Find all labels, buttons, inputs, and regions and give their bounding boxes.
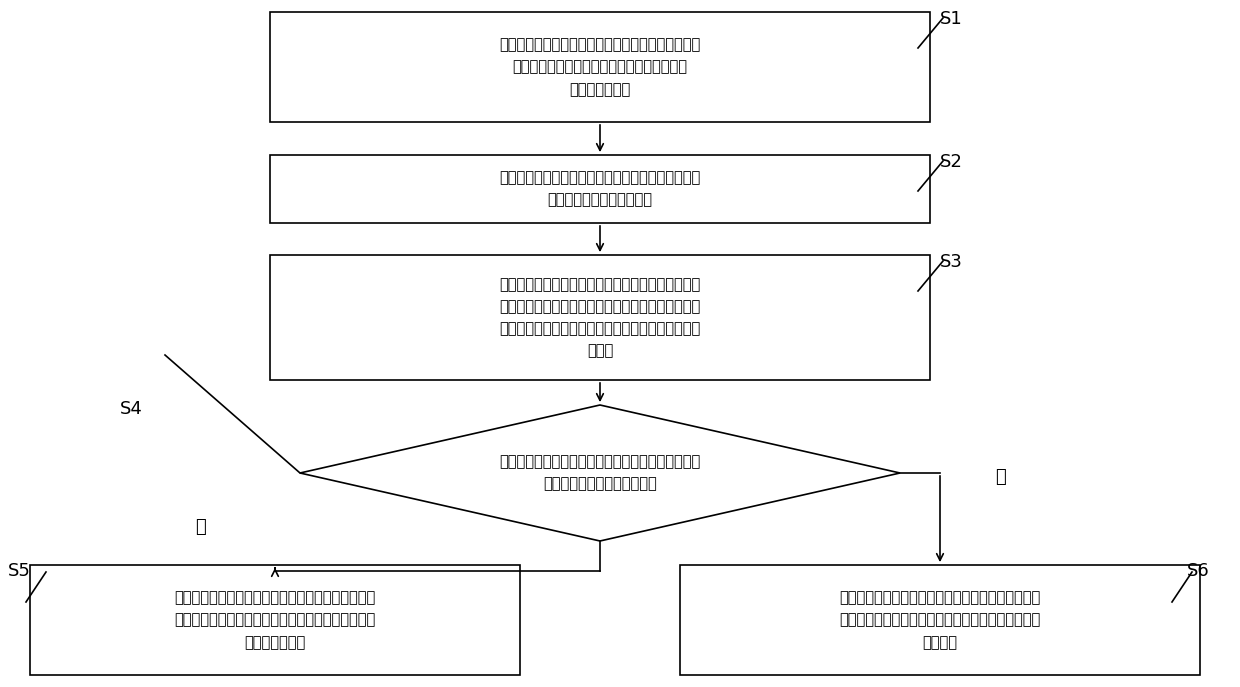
FancyBboxPatch shape bbox=[270, 155, 930, 223]
Text: S3: S3 bbox=[940, 253, 963, 271]
FancyBboxPatch shape bbox=[270, 255, 930, 380]
Text: 在站点上客结束后确定公交车的当前载客率，并判断
当前载客率是否大于设定阈值: 在站点上客结束后确定公交车的当前载客率，并判断 当前载客率是否大于设定阈值 bbox=[500, 454, 701, 492]
FancyBboxPatch shape bbox=[270, 12, 930, 122]
Text: 采用考虑乘客舒适度的轨迹优化策略并结合确定的车
速引导策略建立轨迹优化模型，并求解模型得到各子
区间的优化轨迹: 采用考虑乘客舒适度的轨迹优化策略并结合确定的车 速引导策略建立轨迹优化模型，并求… bbox=[175, 590, 376, 650]
Text: S6: S6 bbox=[1187, 562, 1210, 580]
Text: S4: S4 bbox=[120, 400, 143, 418]
FancyBboxPatch shape bbox=[30, 565, 520, 675]
Text: 基于公交特征信息和交叉口信息计算车辆达到下一交
叉口的时间区间，根据车辆达到下一交叉口的时间区
间与该交叉口红灯对应的时间区间的关系确定车速引
导策略: 基于公交特征信息和交叉口信息计算车辆达到下一交 叉口的时间区间，根据车辆达到下一… bbox=[500, 277, 701, 359]
FancyBboxPatch shape bbox=[680, 565, 1200, 675]
Text: 获取待优化公交特征信息，包括公交运行线路、站点
信息、车辆在当前时刻的实时位置、实时速度
及运营车辆信息: 获取待优化公交特征信息，包括公交运行线路、站点 信息、车辆在当前时刻的实时位置、… bbox=[500, 37, 701, 97]
Polygon shape bbox=[300, 405, 900, 541]
Text: 是: 是 bbox=[195, 518, 206, 536]
Text: S1: S1 bbox=[940, 10, 962, 28]
Text: 否: 否 bbox=[994, 468, 1006, 486]
Text: 采用油耗最优的轨迹优化策略并结合确定的车速引导
策略建立轨迹优化模型，并求解模型得到各子区间的
优化轨迹: 采用油耗最优的轨迹优化策略并结合确定的车速引导 策略建立轨迹优化模型，并求解模型… bbox=[839, 590, 1040, 650]
Text: 获取待优化公交途经交叉口信息，包括交叉口位置及
交叉口交通信号灯配时信息: 获取待优化公交途经交叉口信息，包括交叉口位置及 交叉口交通信号灯配时信息 bbox=[500, 170, 701, 207]
Text: S5: S5 bbox=[7, 562, 31, 580]
Text: S2: S2 bbox=[940, 153, 963, 171]
